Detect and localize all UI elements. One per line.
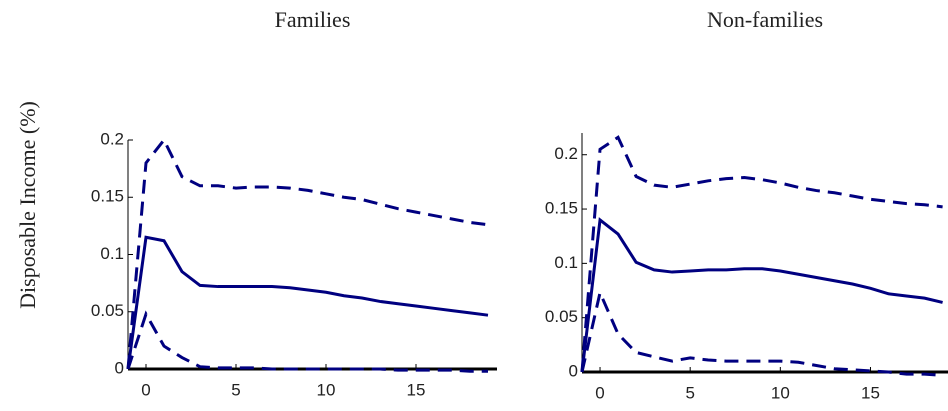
y-tick-label: 0.15 [545, 199, 578, 218]
x-tick-label: 0 [595, 383, 604, 402]
series-line [580, 287, 943, 377]
series-line [126, 310, 488, 373]
y-tick-label: 0 [115, 358, 124, 377]
x-tick-label: 0 [141, 380, 150, 399]
series-line [580, 135, 943, 373]
y-tick-label: 0.1 [100, 244, 124, 263]
y-tick-label: 0.2 [100, 129, 124, 148]
y-tick-label: 0.2 [554, 144, 578, 163]
y-tick-label: 0 [569, 361, 578, 380]
series-line [126, 235, 489, 370]
series-line [126, 137, 489, 370]
x-tick-label: 15 [861, 383, 880, 402]
chart-title: Families [275, 7, 351, 32]
x-tick-label: 5 [685, 383, 694, 402]
x-tick-label: 10 [771, 383, 790, 402]
y-tick-label: 0.05 [91, 301, 124, 320]
series-line [580, 217, 943, 373]
y-tick-label: 0.15 [91, 187, 124, 206]
x-tick-label: 5 [231, 380, 240, 399]
y-tick-label: 0.05 [545, 307, 578, 326]
y-tick-label: 0.1 [554, 253, 578, 272]
x-tick-label: 10 [317, 380, 336, 399]
x-tick-label: 15 [407, 380, 426, 399]
chart-title: Non-families [707, 7, 823, 32]
y-axis-label: Disposable Income (%) [15, 101, 40, 309]
